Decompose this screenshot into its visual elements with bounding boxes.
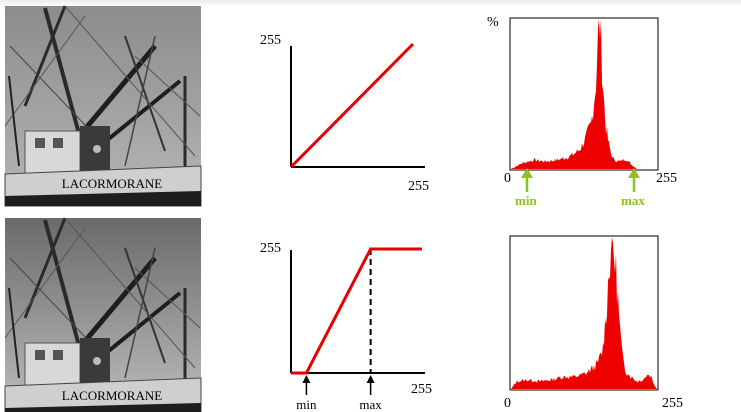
bottom-transfer-y-max-label: 255 xyxy=(260,241,281,256)
boat-hull-lettering: LACORMORANE xyxy=(62,176,162,191)
top-histogram-bars xyxy=(511,19,657,169)
top-histogram: % 0 255 min max xyxy=(487,15,677,208)
boat-hull-lettering: LACORMORANE xyxy=(62,388,162,403)
bottom-max-label: max xyxy=(359,397,382,412)
top-transfer-y-max-label: 255 xyxy=(260,33,281,48)
top-histogram-y-label: % xyxy=(487,15,499,30)
bottom-histogram-bars xyxy=(511,237,657,389)
bottom-min-label: min xyxy=(296,397,317,412)
bottom-histogram-x-max-label: 255 xyxy=(662,396,683,411)
bottom-stretched-image: LACORMORANE xyxy=(5,218,201,412)
max-marker-label: max xyxy=(621,193,645,208)
top-transfer-function: 255 255 xyxy=(260,33,429,194)
max-arrow-icon xyxy=(628,168,640,192)
min-marker-label: min xyxy=(515,193,537,208)
top-histogram-frame xyxy=(509,17,659,171)
top-histogram-x-min-label: 0 xyxy=(504,171,511,186)
bottom-histogram: 0 255 xyxy=(504,235,683,411)
top-transfer-curve xyxy=(289,42,415,169)
bottom-transfer-curve xyxy=(291,247,422,375)
top-histogram-x-max-label: 255 xyxy=(656,171,677,186)
min-arrow-icon xyxy=(302,375,311,395)
bottom-transfer-function: 255 255 min max xyxy=(260,241,432,412)
max-arrow-icon xyxy=(366,375,375,395)
min-arrow-icon xyxy=(521,168,533,192)
slide-top-bar xyxy=(0,0,741,6)
top-transfer-x-max-label: 255 xyxy=(408,179,429,194)
bottom-transfer-x-max-label: 255 xyxy=(411,382,432,397)
bottom-histogram-frame xyxy=(509,235,659,391)
top-original-image: LACORMORANE xyxy=(5,6,201,206)
bottom-histogram-x-min-label: 0 xyxy=(504,396,511,411)
